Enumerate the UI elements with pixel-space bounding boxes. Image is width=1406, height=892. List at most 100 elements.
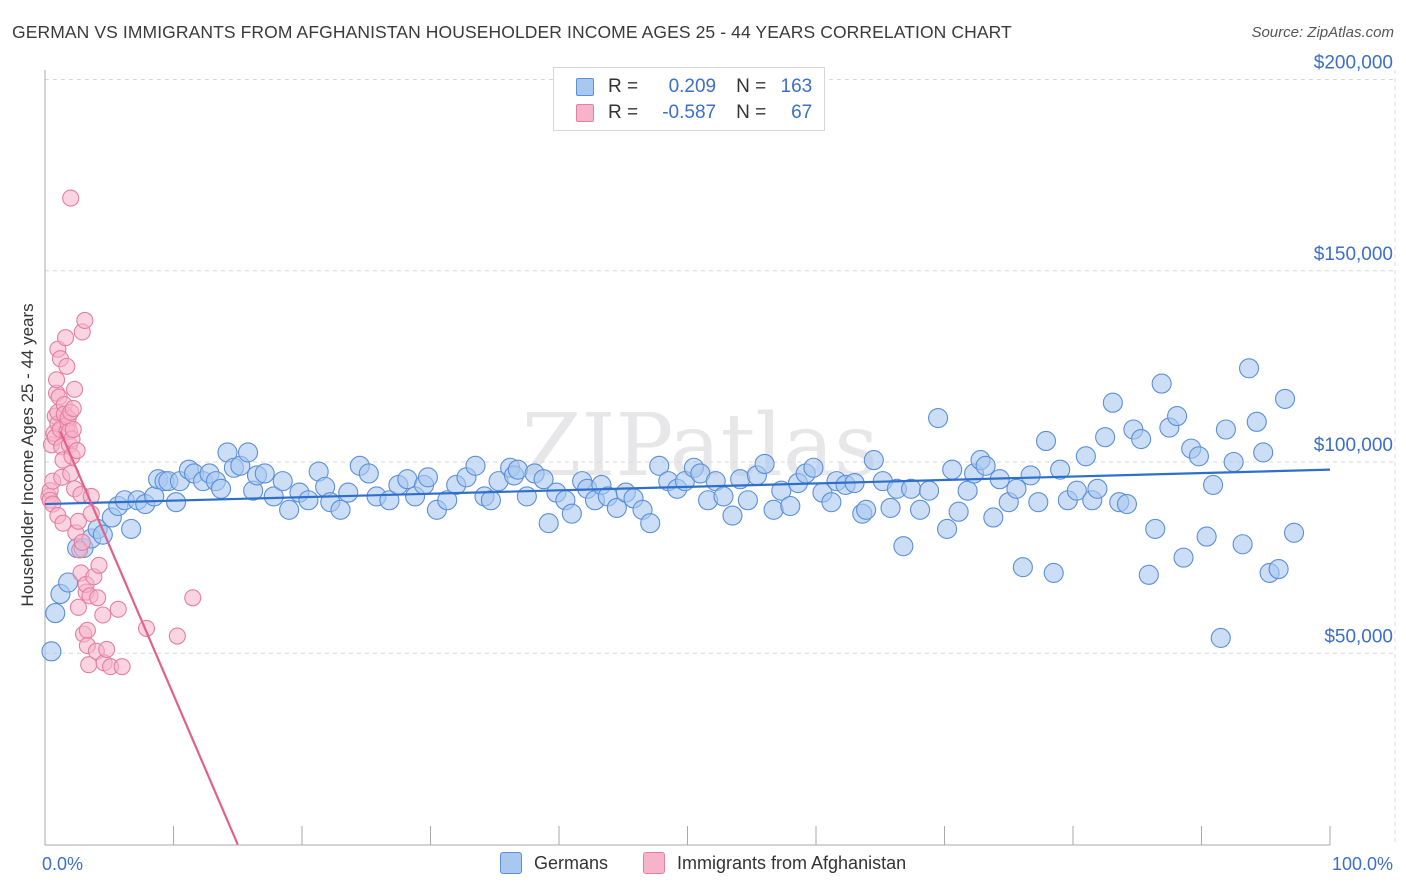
germans-point: [272, 471, 293, 492]
afghan-point: [69, 512, 87, 530]
germans-point: [983, 507, 1004, 528]
germans-point: [1020, 465, 1041, 486]
germans-point: [1087, 478, 1108, 499]
germans-point: [1102, 392, 1123, 413]
n-label: N =: [736, 102, 767, 123]
germans-point: [358, 463, 379, 484]
germans-point: [1167, 406, 1188, 427]
germans-point: [1066, 480, 1087, 501]
n-value: 163: [780, 76, 813, 97]
germans-point: [957, 480, 978, 501]
afghan-point: [109, 600, 127, 618]
y-tick-label: $100,000: [1314, 435, 1393, 456]
y-tick-label: $200,000: [1314, 53, 1393, 74]
germans-trend-line: [44, 468, 1331, 506]
germans-point: [937, 518, 958, 539]
x-tick-label-left: 0.0%: [42, 854, 83, 874]
germans-point: [1173, 547, 1194, 568]
afghan-point: [94, 606, 112, 624]
afghan-point: [78, 621, 96, 639]
germans-point: [1095, 427, 1116, 448]
germans-point: [263, 486, 284, 507]
germans-point: [1223, 451, 1244, 473]
afghan-legend-swatch: [643, 852, 665, 874]
germans-point: [437, 490, 458, 511]
germans-point: [1253, 442, 1274, 463]
legend-item-germans[interactable]: Germans: [500, 852, 608, 874]
source-label: Source: ZipAtlas.com: [1251, 24, 1394, 41]
afghan-point: [168, 627, 186, 645]
germans-point: [480, 490, 501, 511]
n-label: N =: [736, 76, 767, 97]
germans-point: [1006, 478, 1027, 499]
germans-point: [919, 480, 940, 501]
germans-point: [561, 503, 582, 524]
germans-point: [928, 407, 949, 429]
afghan-points: [40, 189, 202, 676]
germans-point: [640, 513, 661, 534]
germans-point: [948, 501, 969, 522]
afghan-trend-line: [59, 430, 239, 845]
germans-points: [41, 358, 1305, 662]
legend-item-afghan[interactable]: Immigrants from Afghanistan: [643, 852, 906, 874]
germans-point: [649, 455, 670, 476]
chart-title: GERMAN VS IMMIGRANTS FROM AFGHANISTAN HO…: [12, 22, 1012, 42]
afghan-point: [48, 371, 66, 389]
germans-point: [45, 603, 66, 624]
germans-legend-label: Germans: [534, 852, 609, 873]
germans-point: [1232, 534, 1253, 555]
afghan-point: [184, 589, 202, 607]
n-value: 67: [791, 102, 813, 123]
germans-point: [1238, 358, 1260, 379]
afghan-point: [76, 311, 94, 330]
germans-point: [516, 486, 537, 507]
germans-point: [507, 459, 528, 480]
r-label: R =: [608, 102, 639, 123]
germans-point: [1246, 411, 1267, 432]
germans-point: [58, 572, 79, 593]
germans-point: [1028, 492, 1049, 513]
germans-point: [1203, 474, 1224, 496]
axes: [44, 70, 1331, 846]
germans-point: [1188, 446, 1209, 467]
germans-point: [533, 469, 554, 490]
germans-point: [1138, 564, 1159, 585]
afghan-point: [66, 380, 84, 398]
afghan-point: [98, 640, 116, 658]
trend-lines: [44, 430, 1331, 845]
afghan-point: [69, 598, 87, 616]
correlation-legend: R = 0.209 N = 163 R = -0.587 N = 67: [553, 67, 825, 131]
germans-point: [910, 499, 931, 520]
afghan-point: [113, 658, 131, 676]
germans-point: [538, 513, 559, 534]
germans-point: [975, 455, 996, 476]
germans-point: [254, 463, 275, 484]
germans-point: [1050, 459, 1071, 480]
germans-point: [1210, 627, 1231, 649]
germans-point: [1035, 430, 1057, 452]
germans-point: [803, 457, 824, 478]
germans-point: [1012, 557, 1033, 578]
y-tick-label: $150,000: [1314, 244, 1393, 265]
germans-point: [1268, 559, 1289, 580]
germans-point: [754, 453, 775, 474]
germans-point: [1283, 522, 1305, 543]
germans-point: [737, 490, 758, 511]
y-tick-labels: $50,000 $100,000 $150,000 $200,000: [1314, 53, 1393, 648]
afghan-point: [64, 420, 82, 439]
germans-point: [1075, 446, 1096, 467]
germans-legend-swatch: [500, 852, 522, 874]
germans-point: [821, 492, 842, 513]
r-label: R =: [608, 76, 639, 97]
y-tick-label: $50,000: [1324, 626, 1393, 647]
germans-point: [942, 459, 963, 480]
germans-point: [1116, 494, 1138, 515]
r-value: 0.209: [668, 76, 717, 97]
germans-point: [237, 442, 259, 463]
germans-point: [298, 490, 319, 511]
r-value: -0.587: [662, 102, 717, 123]
afghan-swatch: [576, 104, 594, 122]
germans-point: [1151, 373, 1172, 394]
germans-point: [1196, 526, 1217, 547]
